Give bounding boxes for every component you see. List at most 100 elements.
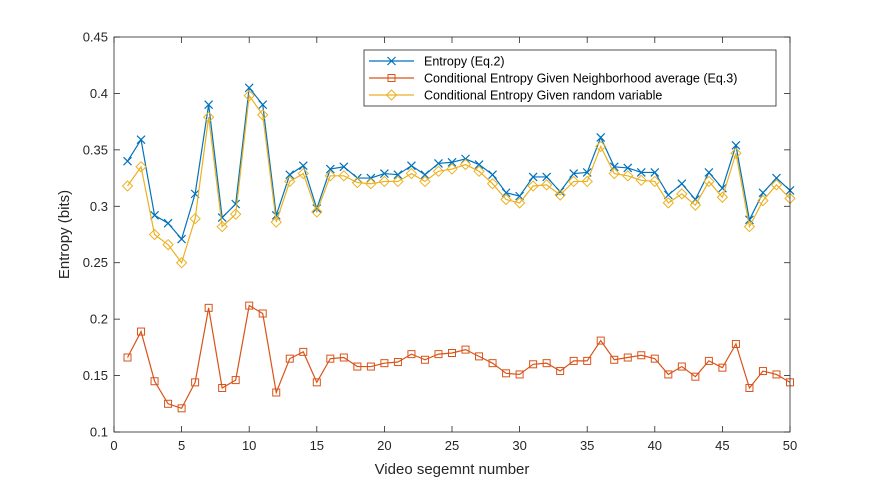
data-point: [366, 362, 375, 371]
data-point: [542, 172, 552, 182]
data-point: [405, 167, 418, 180]
data-point: [474, 160, 484, 169]
x-tick-label: 40: [648, 438, 662, 453]
data-point: [245, 301, 254, 310]
data-point: [743, 220, 756, 233]
data-point: [677, 179, 687, 189]
data-point: [717, 183, 727, 193]
x-tick-label: 30: [512, 438, 526, 453]
data-point: [191, 378, 200, 387]
data-point: [297, 167, 309, 180]
data-point: [488, 170, 497, 180]
y-tick-label: 0.3: [90, 199, 108, 214]
y-tick-label: 0.45: [83, 30, 108, 45]
data-point: [758, 367, 767, 376]
data-point: [527, 180, 539, 192]
data-point: [447, 157, 457, 167]
data-point: [378, 175, 391, 188]
data-point: [311, 206, 323, 218]
x-axis-label: Video segemnt number: [375, 461, 530, 478]
data-point: [731, 140, 741, 150]
data-point: [365, 178, 377, 190]
data-point: [513, 197, 526, 209]
data-point: [529, 360, 538, 369]
data-point: [244, 83, 254, 93]
data-point: [635, 174, 647, 187]
data-point: [229, 208, 242, 220]
data-point: [459, 158, 472, 171]
data-point: [703, 175, 715, 188]
x-tick-label: 20: [377, 438, 391, 453]
data-point: [150, 210, 159, 220]
data-point: [258, 100, 268, 110]
data-point: [419, 175, 431, 188]
legend-box: [363, 49, 777, 107]
data-point: [257, 109, 269, 121]
data-point: [716, 191, 729, 203]
data-point: [204, 100, 214, 110]
y-tick-label: 0.1: [90, 425, 108, 440]
legend-marker: [385, 89, 398, 101]
data-point: [298, 161, 308, 171]
series-2: [123, 301, 794, 413]
data-point: [135, 161, 147, 173]
data-point: [554, 189, 566, 201]
legend-marker: [387, 74, 396, 82]
series-layer: [121, 83, 796, 413]
data-point: [272, 388, 281, 397]
data-point: [595, 140, 607, 153]
data-point: [540, 179, 553, 191]
data-point: [501, 188, 511, 198]
data-point: [689, 199, 702, 211]
legend-label: Conditional Entropy Given Neighborhood a…: [424, 72, 737, 86]
data-point: [704, 356, 713, 365]
data-point: [567, 175, 580, 188]
y-tick-label: 0.25: [83, 255, 108, 270]
data-point: [730, 147, 742, 159]
legend-marker: [387, 56, 396, 66]
data-point: [649, 175, 661, 188]
data-point: [164, 399, 173, 408]
data-point: [270, 216, 282, 228]
legend-label: Entropy (Eq.2): [424, 55, 505, 69]
data-point: [123, 353, 132, 362]
data-point: [500, 193, 512, 206]
data-point: [407, 161, 416, 171]
data-point: [502, 369, 511, 378]
data-point: [528, 172, 538, 182]
data-point: [542, 359, 551, 368]
data-point: [299, 347, 308, 356]
data-point: [608, 167, 620, 180]
data-point: [677, 362, 686, 371]
ticks-layer: 0 5 10 15 20 25 30 35 40 45 50 0.1 0.15 0.2 0.25 0.3 0.3…: [83, 30, 798, 454]
data-point: [610, 355, 619, 364]
legend-items: Entropy (Eq.2) Conditional Entropy Given …: [369, 55, 737, 103]
data-point: [218, 383, 227, 392]
data-point: [475, 352, 484, 361]
series-line: [127, 94, 791, 265]
data-point: [623, 353, 632, 362]
data-point: [556, 367, 565, 376]
x-tick-label: 25: [445, 438, 459, 453]
data-point: [636, 168, 646, 177]
data-point: [488, 359, 497, 368]
data-point: [623, 163, 633, 173]
data-point: [202, 111, 215, 123]
data-point: [121, 180, 134, 192]
data-point: [407, 350, 416, 359]
data-point: [285, 170, 295, 180]
data-point: [432, 165, 445, 178]
data-point: [731, 339, 740, 348]
data-point: [637, 351, 646, 360]
data-point: [691, 372, 700, 381]
data-point: [243, 89, 255, 102]
data-point: [163, 218, 173, 228]
data-point: [380, 359, 389, 368]
data-point: [148, 228, 161, 241]
y-tick-label: 0.4: [90, 86, 108, 101]
data-point: [772, 173, 781, 183]
data-point: [258, 309, 267, 318]
x-tick-label: 0: [110, 438, 117, 453]
data-point: [379, 169, 389, 178]
